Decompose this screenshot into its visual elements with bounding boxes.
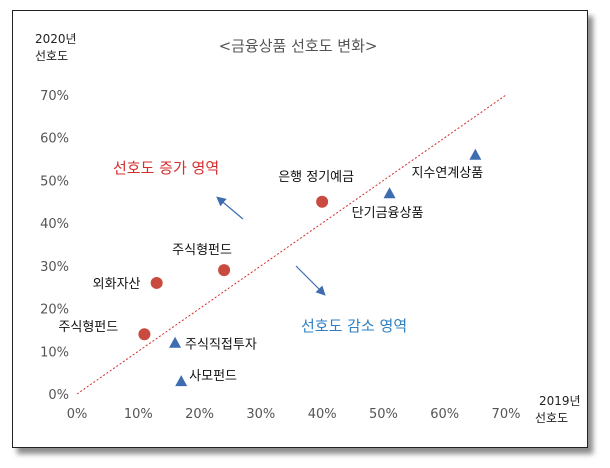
chart-frame: <금융상품 선호도 변화> 2020년 선호도 2019년 선호도 선호도 증가… [12,10,588,448]
arrow-down-right [295,265,326,296]
point-label: 주식직접투자 [185,338,257,353]
x-tick-label: 30% [246,407,275,422]
y-tick-label: 10% [40,345,69,360]
y-axis-title-line1: 2020년 [35,32,77,46]
y-tick-label: 0% [48,388,69,403]
y-tick-label: 30% [40,260,69,275]
point-label: 주식형펀드 [172,243,232,258]
x-axis-title-line2: 선호도 [535,411,568,425]
point-marker-triangle [383,187,396,199]
y-tick-label: 50% [40,174,69,189]
x-tick-label: 20% [185,407,214,422]
x-tick-label: 70% [492,407,521,422]
chart-title: <금융상품 선호도 변화> [219,37,378,55]
point-marker-triangle [169,336,182,348]
point-marker-circle [316,195,329,208]
point-label: 단기금융상품 [352,206,424,221]
x-tick-label: 10% [124,407,153,422]
y-axis-title-line2: 선호도 [35,49,68,63]
point-marker-circle [218,264,231,277]
point-label: 은행 정기예금 [278,169,354,185]
region-label-decrease: 선호도 감소 영역 [301,317,407,335]
x-tick-label: 0% [67,407,88,422]
y-tick-label: 40% [40,217,69,232]
point-marker-triangle [175,375,188,387]
point-label: 외화자산 [93,277,141,292]
arrow-up-left [216,196,244,220]
scatter-chart: <금융상품 선호도 변화> 2020년 선호도 2019년 선호도 선호도 증가… [35,32,581,425]
point-label: 사모펀드 [189,369,237,384]
y-tick-label: 60% [40,132,69,147]
point-marker-circle [150,276,163,289]
diagonal-reference-line [76,94,507,395]
y-tick-label: 70% [40,89,69,104]
region-label-increase: 선호도 증가 영역 [113,159,219,177]
x-tick-label: 60% [430,407,459,422]
point-marker-circle [138,328,151,341]
x-tick-label: 40% [308,407,337,422]
y-tick-label: 20% [40,303,69,318]
point-marker-triangle [469,148,482,160]
x-tick-label: 50% [369,407,398,422]
point-label: 지수연계상품 [411,166,483,181]
point-label: 주식형펀드 [58,320,118,335]
x-axis-title-line1: 2019년 [539,394,581,408]
